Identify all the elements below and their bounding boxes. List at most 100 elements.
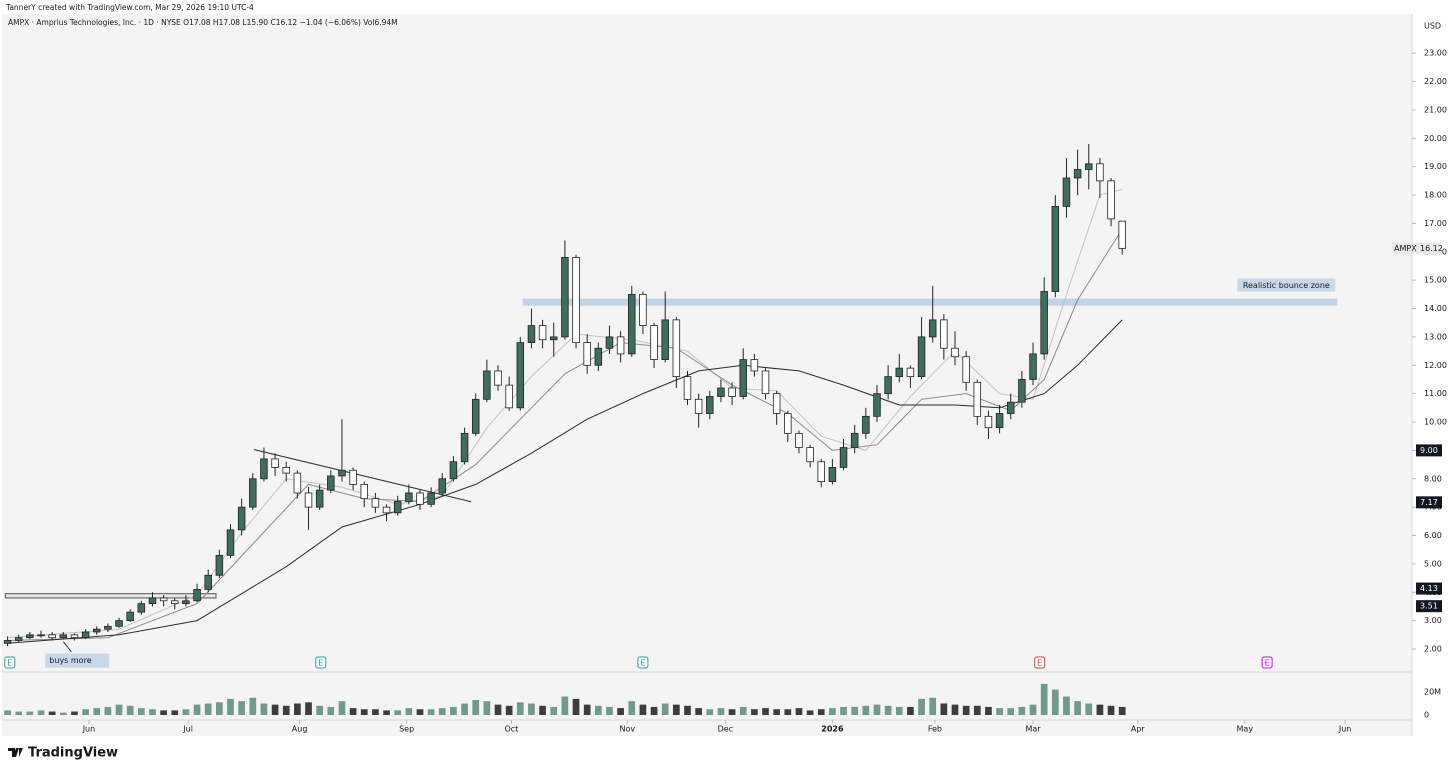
candle-body (728, 387, 736, 397)
y-tick-label: 19.00 (1424, 162, 1447, 171)
candle-body (817, 461, 825, 483)
y-tick-label: 6.00 (1424, 531, 1442, 540)
candle-body (471, 398, 480, 434)
candle-body (561, 257, 569, 338)
candle-body (1018, 379, 1026, 403)
candle-body (661, 319, 669, 360)
logo (8, 748, 23, 757)
volume-bar (182, 709, 190, 715)
volume-bar (829, 708, 836, 715)
candle-body (26, 634, 34, 639)
candle-body (850, 432, 859, 448)
candle-body (884, 376, 892, 395)
candle-body (215, 554, 224, 576)
candle-body (549, 336, 558, 341)
moving-average (7, 188, 1123, 639)
candle-body (750, 359, 759, 372)
symbol-line: AMPX · Amprius Technologies, Inc. · 1D ·… (8, 18, 398, 27)
candle-body (706, 396, 714, 414)
plot-area (2, 14, 1412, 736)
candle-body (717, 387, 725, 397)
volume-bar (438, 708, 446, 715)
candle-body (315, 489, 324, 508)
volume-bar (483, 701, 491, 715)
note-arrow (62, 641, 72, 652)
candle-body (182, 600, 190, 605)
candle-body (483, 370, 491, 400)
volume-bar (572, 698, 580, 715)
x-tick-label: Apr (1131, 725, 1146, 734)
x-tick-label: Feb (928, 725, 942, 734)
candle-body (928, 319, 937, 338)
candle-body (282, 467, 290, 474)
x-tick-label: Sep (399, 725, 414, 734)
volume-bar (405, 708, 413, 715)
price-label: 3.51 (1420, 602, 1438, 611)
volume-bar (728, 709, 736, 715)
candle-body (784, 413, 792, 434)
candle-body (1118, 220, 1126, 249)
volume-bar (817, 709, 825, 715)
volume-bar (372, 709, 379, 715)
candle-body (371, 498, 380, 508)
volume-bar (583, 704, 591, 715)
candle-body (338, 469, 346, 477)
candle-body (81, 631, 90, 639)
price-label-box (1416, 582, 1442, 595)
volume-bar (316, 705, 324, 715)
candle-body (137, 603, 146, 613)
candle-body (304, 492, 313, 508)
volume-bar (561, 696, 569, 715)
candle-body (148, 597, 157, 605)
volume-bar (1051, 689, 1059, 715)
candle-body (293, 472, 302, 494)
volume-bar (1040, 683, 1048, 715)
candle-body (672, 319, 681, 378)
earnings-label: E (1265, 659, 1270, 668)
trendline (253, 449, 472, 503)
price-label-box (1416, 496, 1442, 509)
price-label: 16.12 (1420, 244, 1443, 253)
x-tick-label: Jun (1338, 725, 1352, 734)
volume-bar (294, 703, 301, 715)
candle-body (405, 492, 413, 502)
candle-body (1040, 291, 1048, 355)
candle-body (159, 597, 168, 602)
volume-bar (1118, 706, 1126, 715)
volume-bar (193, 704, 201, 715)
x-tick-label: Mar (1025, 725, 1041, 734)
volume-bar (650, 706, 658, 715)
candle-body (438, 478, 447, 494)
volume-bar (227, 698, 234, 715)
volume-bar (349, 708, 357, 715)
volume-bar (907, 706, 914, 715)
volume-bar (673, 704, 680, 715)
candle-body (360, 484, 368, 500)
candle-body (594, 347, 603, 366)
volume-bar (115, 704, 123, 715)
earnings-marker (1261, 656, 1273, 669)
price-label: 4.13 (1420, 584, 1438, 593)
volume-bar (338, 701, 346, 715)
candle-body (828, 467, 837, 483)
volume-bar (93, 708, 101, 715)
volume-bar (516, 702, 524, 715)
y-tick-label: 20.00 (1424, 134, 1447, 143)
volume-bar (929, 697, 937, 715)
volume-bar (539, 705, 546, 715)
price-label-name-box (1392, 242, 1414, 255)
volume-bar (360, 709, 368, 715)
volume-bar (918, 698, 925, 715)
volume-bar (427, 709, 435, 715)
volume-bar (1063, 696, 1070, 715)
volume-bar (862, 705, 870, 715)
y-tick-label: 18.00 (1424, 191, 1447, 200)
candle-body (260, 458, 268, 480)
volume-bar (249, 697, 257, 715)
candle-body (806, 447, 814, 463)
candle-body (505, 384, 513, 409)
y-tick-label: 5.00 (1424, 559, 1442, 568)
volume-bar (15, 711, 23, 715)
candle-body (906, 367, 915, 378)
price-label-box (1416, 444, 1442, 457)
